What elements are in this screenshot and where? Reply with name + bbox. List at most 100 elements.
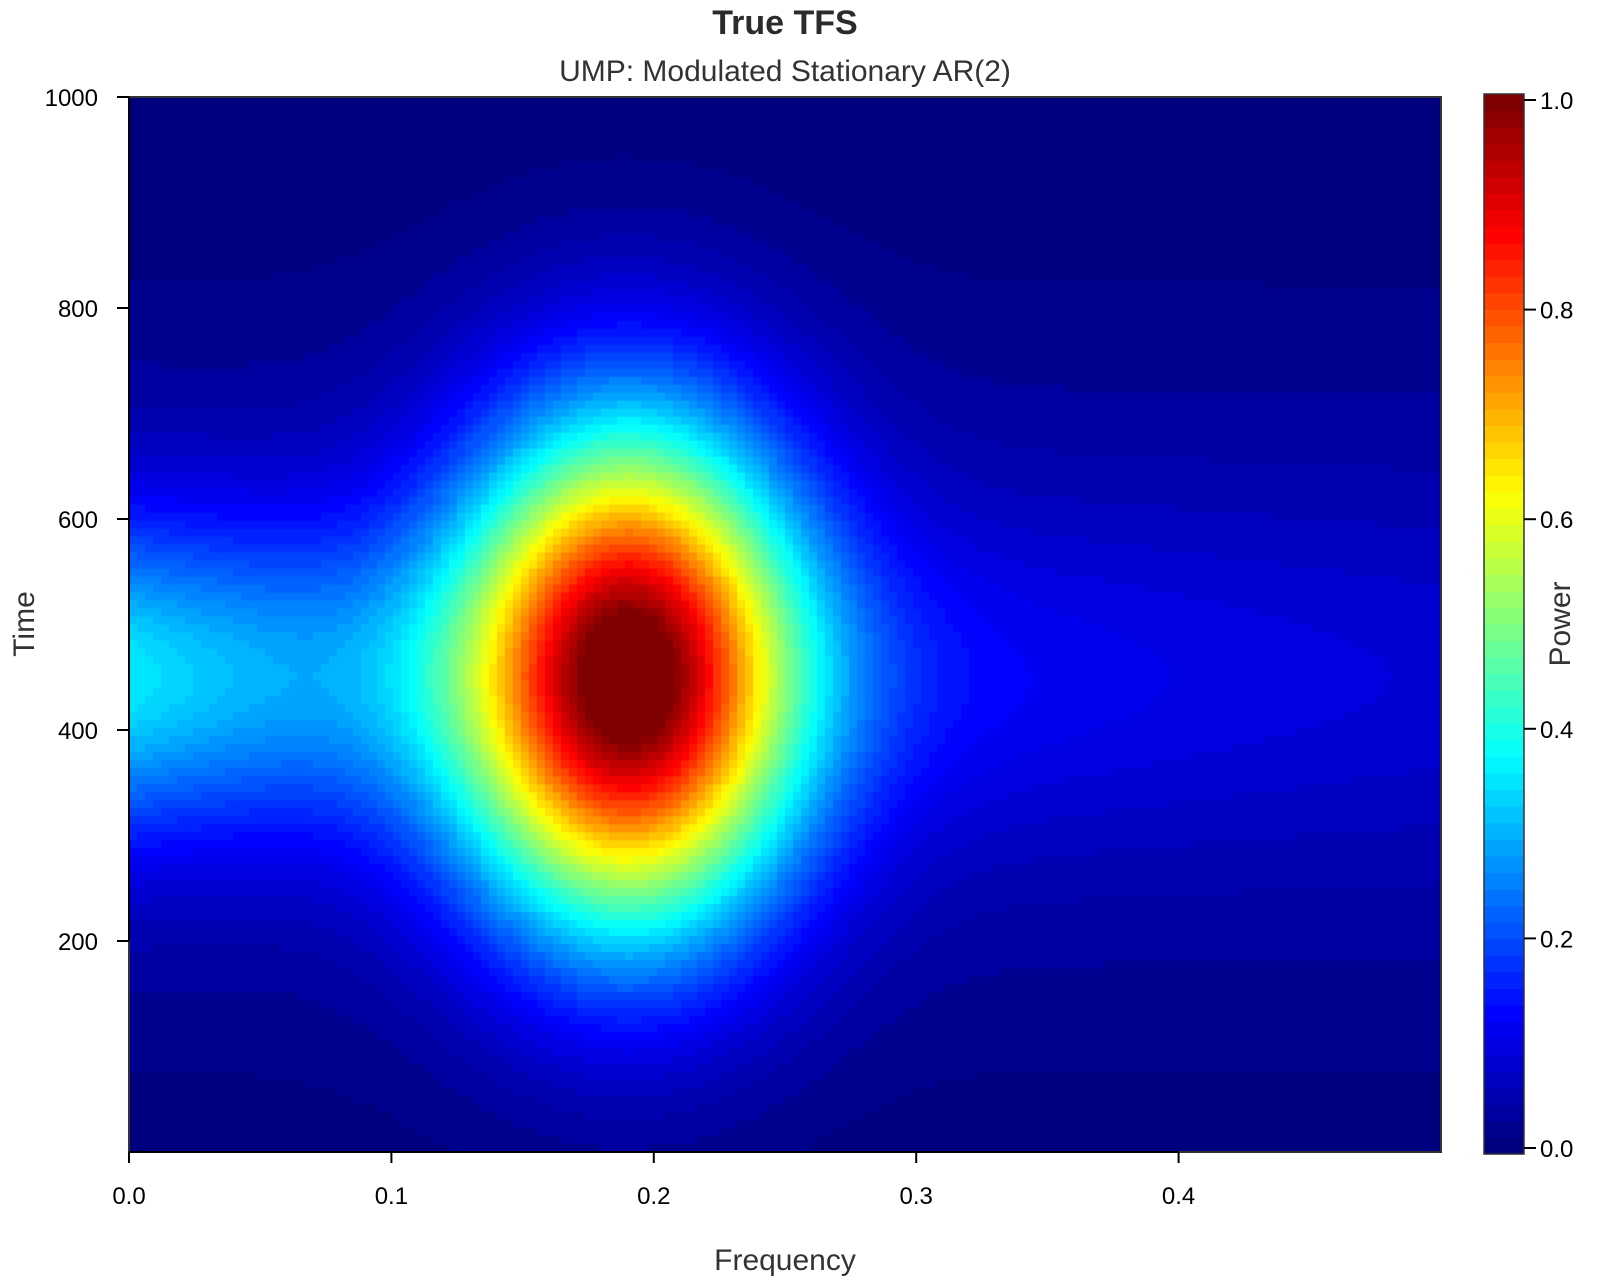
heatmap-cell [1361, 288, 1370, 298]
heatmap-cell [129, 224, 138, 234]
heatmap-cell [849, 224, 858, 234]
heatmap-cell [313, 232, 322, 242]
heatmap-cell [353, 128, 362, 138]
heatmap-cell [1145, 104, 1154, 114]
heatmap-cell [401, 216, 410, 226]
heatmap-cell [561, 296, 570, 306]
heatmap-cell [1281, 288, 1290, 298]
heatmap-cell [1281, 312, 1290, 322]
heatmap-cell [1321, 216, 1330, 226]
heatmap-cell [473, 272, 482, 282]
heatmap-cell [361, 336, 370, 346]
heatmap-cell [745, 192, 754, 202]
heatmap-cell [201, 104, 210, 114]
heatmap-cell [1401, 144, 1410, 154]
heatmap-cell [617, 328, 626, 338]
heatmap-cell [481, 312, 490, 322]
heatmap-cell [1193, 232, 1202, 242]
heatmap-cell [505, 328, 514, 338]
heatmap-cell [265, 336, 274, 346]
heatmap-cell [825, 112, 834, 122]
heatmap-cell [1009, 152, 1018, 162]
heatmap-cell [1185, 304, 1194, 314]
heatmap-cell [785, 216, 794, 226]
heatmap-cell [849, 208, 858, 218]
heatmap-cell [233, 312, 242, 322]
heatmap-cell [633, 320, 642, 330]
heatmap-cell [1241, 104, 1250, 114]
heatmap-cell [433, 200, 442, 210]
heatmap-cell [921, 200, 930, 210]
heatmap-cell [1401, 128, 1410, 138]
heatmap-cell [1089, 120, 1098, 130]
heatmap-cell [553, 192, 562, 202]
heatmap-cell [1161, 248, 1170, 258]
heatmap-cell [961, 296, 970, 306]
heatmap-cell [833, 136, 842, 146]
heatmap-cell [841, 312, 850, 322]
heatmap-cell [1089, 184, 1098, 194]
heatmap-cell [1073, 97, 1082, 106]
heatmap-cell [273, 104, 282, 114]
heatmap-cell [1401, 120, 1410, 130]
heatmap-cell [897, 256, 906, 266]
heatmap-cell [1097, 288, 1106, 298]
heatmap-cell [1193, 120, 1202, 130]
heatmap-cell [881, 104, 890, 114]
heatmap-cell [881, 192, 890, 202]
heatmap-cell [1081, 264, 1090, 274]
heatmap-cell [529, 176, 538, 186]
heatmap-cell [1001, 216, 1010, 226]
heatmap-cell [609, 312, 618, 322]
heatmap-cell [233, 160, 242, 170]
heatmap-cell [801, 232, 810, 242]
heatmap-cell [1225, 312, 1234, 322]
heatmap-cell [929, 240, 938, 250]
heatmap-cell [1329, 152, 1338, 162]
heatmap-cell [1417, 97, 1426, 106]
heatmap-cell [1177, 312, 1186, 322]
heatmap-cell [1433, 296, 1442, 306]
heatmap-cell [1353, 312, 1362, 322]
heatmap-cell [1289, 136, 1298, 146]
heatmap-cell [1385, 128, 1394, 138]
heatmap-cell [305, 272, 314, 282]
heatmap-cell [1233, 112, 1242, 122]
heatmap-cell [793, 192, 802, 202]
heatmap-cell [1329, 128, 1338, 138]
heatmap-cell [1225, 256, 1234, 266]
heatmap-cell [1233, 104, 1242, 114]
heatmap-cell [377, 192, 386, 202]
heatmap-cell [1185, 200, 1194, 210]
heatmap-cell [249, 312, 258, 322]
heatmap-cell [1169, 97, 1178, 106]
heatmap-cell [689, 120, 698, 130]
heatmap-cell [129, 200, 138, 210]
heatmap-cell [705, 336, 714, 346]
heatmap-cell [1385, 176, 1394, 186]
heatmap-cell [1297, 328, 1306, 338]
heatmap-cell [201, 240, 210, 250]
heatmap-cell [241, 264, 250, 274]
heatmap-cell [169, 312, 178, 322]
heatmap-cell [633, 97, 642, 106]
heatmap-cell [489, 160, 498, 170]
heatmap-cell [921, 160, 930, 170]
heatmap-cell [345, 136, 354, 146]
heatmap-cell [697, 136, 706, 146]
heatmap-cell [601, 280, 610, 290]
heatmap-cell [665, 144, 674, 154]
heatmap-cell [1129, 320, 1138, 330]
heatmap-cell [777, 112, 786, 122]
heatmap-cell [481, 104, 490, 114]
heatmap-cell [1297, 208, 1306, 218]
heatmap-cell [1345, 200, 1354, 210]
heatmap-cell [1337, 216, 1346, 226]
heatmap-cell [721, 120, 730, 130]
heatmap-cell [513, 304, 522, 314]
heatmap-cell [321, 288, 330, 298]
heatmap-cell [249, 256, 258, 266]
heatmap-cell [545, 144, 554, 154]
heatmap-cell [905, 97, 914, 106]
heatmap-cell [265, 248, 274, 258]
